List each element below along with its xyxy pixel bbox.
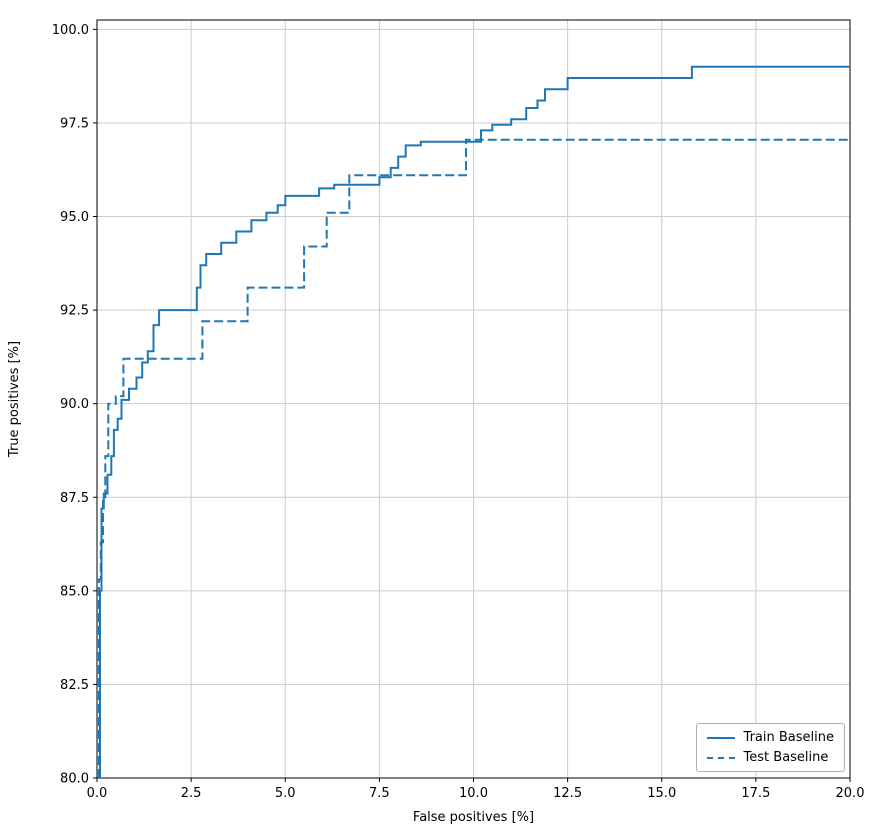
x-axis-label: False positives [%] [413,810,534,825]
legend-label-train: Train Baseline [743,730,834,745]
test-baseline-line [97,138,850,778]
legend-label-test: Test Baseline [743,750,829,765]
y-tick-label: 97.5 [60,116,89,131]
y-tick-label: 87.5 [60,491,89,506]
y-tick-label: 92.5 [60,304,89,319]
y-tick-label: 100.0 [52,23,89,38]
x-tick-label: 12.5 [553,786,582,801]
x-tick-label: 15.0 [647,786,676,801]
y-tick-label: 95.0 [60,210,89,225]
y-tick-label: 85.0 [60,584,89,599]
x-tick-label: 20.0 [836,786,865,801]
x-tick-label: 10.0 [459,786,488,801]
x-tick-label: 5.0 [275,786,296,801]
solid-line-sample [706,736,735,739]
legend-entry-train: Train Baseline [706,730,834,745]
legend: Train Baseline Test Baseline [695,723,845,772]
y-tick-label: 80.0 [60,772,89,787]
y-tick-label: 82.5 [60,678,89,693]
x-tick-label: 2.5 [181,786,202,801]
y-axis-label: True positives [%] [7,341,22,458]
y-tick-label: 90.0 [60,397,89,412]
legend-entry-test: Test Baseline [706,750,834,765]
x-tick-label: 7.5 [369,786,390,801]
x-tick-label: 0.0 [87,786,108,801]
train-baseline-line [99,65,850,778]
dashed-line-sample [706,756,735,759]
x-tick-label: 17.5 [741,786,770,801]
